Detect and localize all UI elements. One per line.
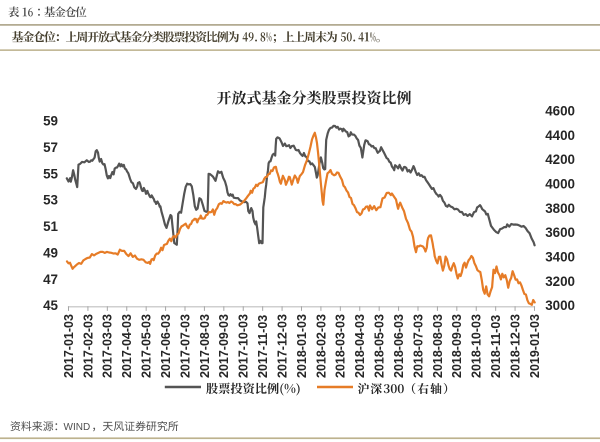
svg-text:2017-09-03: 2017-09-03 [217, 314, 231, 378]
svg-text:4600: 4600 [545, 104, 575, 119]
svg-text:2017-11-03: 2017-11-03 [256, 315, 270, 378]
svg-text:2018-02-03: 2018-02-03 [314, 314, 328, 378]
svg-text:45: 45 [43, 298, 58, 313]
svg-text:51: 51 [43, 219, 58, 234]
svg-text:2017-02-03: 2017-02-03 [81, 314, 95, 378]
svg-text:2017-07-03: 2017-07-03 [178, 314, 192, 378]
svg-text:2018-07-03: 2018-07-03 [411, 314, 425, 378]
svg-text:49: 49 [43, 245, 58, 260]
svg-text:2018-01-03: 2018-01-03 [295, 314, 309, 378]
svg-text:3000: 3000 [545, 298, 575, 313]
svg-text:47: 47 [43, 272, 58, 287]
svg-text:2017-10-03: 2017-10-03 [237, 314, 251, 378]
svg-text:3600: 3600 [545, 225, 575, 240]
svg-text:2017-04-03: 2017-04-03 [120, 314, 134, 378]
svg-text:3400: 3400 [545, 250, 575, 265]
svg-text:2018-12-03: 2018-12-03 [509, 314, 523, 378]
svg-text:3800: 3800 [545, 201, 575, 216]
svg-text:57: 57 [43, 140, 58, 155]
svg-text:2017-08-03: 2017-08-03 [198, 314, 212, 378]
svg-text:2018-06-03: 2018-06-03 [392, 314, 406, 378]
svg-text:WIND: WIND [64, 422, 91, 433]
svg-text:4200: 4200 [545, 152, 575, 167]
svg-text:2018-10-03: 2018-10-03 [470, 314, 484, 378]
svg-text:2017-03-03: 2017-03-03 [101, 314, 115, 378]
svg-text:2019-01-03: 2019-01-03 [528, 314, 542, 378]
svg-text:4000: 4000 [545, 177, 575, 192]
svg-text:53: 53 [43, 193, 58, 208]
svg-text:2018-05-03: 2018-05-03 [373, 314, 387, 378]
svg-text:59: 59 [43, 114, 58, 129]
svg-text:2018-03-03: 2018-03-03 [334, 314, 348, 378]
svg-text:2018-09-03: 2018-09-03 [450, 314, 464, 378]
svg-text:4400: 4400 [545, 128, 575, 143]
svg-text:2018-11-03: 2018-11-03 [489, 315, 503, 378]
svg-text:2018-08-03: 2018-08-03 [431, 314, 445, 378]
svg-text:55: 55 [43, 166, 58, 181]
svg-text:2017-12-03: 2017-12-03 [276, 314, 290, 378]
svg-text:2017-06-03: 2017-06-03 [159, 314, 173, 378]
svg-text:2018-04-03: 2018-04-03 [353, 314, 367, 378]
svg-text:3200: 3200 [545, 274, 575, 289]
svg-text:2017-01-03: 2017-01-03 [62, 314, 76, 378]
svg-text:2017-05-03: 2017-05-03 [140, 314, 154, 378]
